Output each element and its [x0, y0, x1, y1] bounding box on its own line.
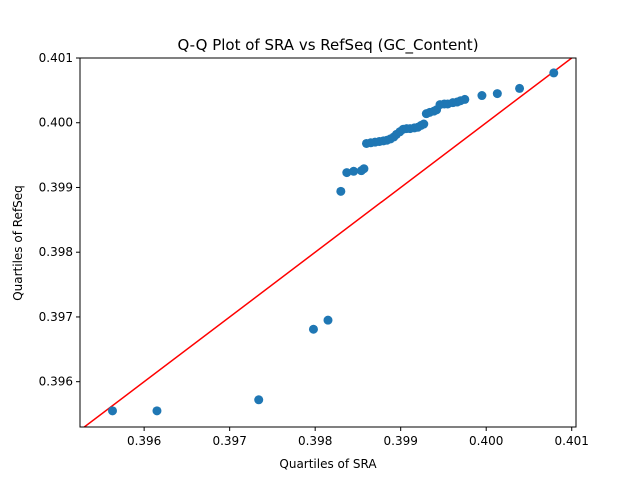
x-tick-label: 0.397	[212, 434, 246, 448]
data-point	[515, 83, 525, 93]
data-point	[323, 315, 333, 325]
axes-frame	[79, 57, 577, 428]
data-point	[336, 186, 346, 196]
x-tick-label: 0.399	[384, 434, 418, 448]
x-tick-label: 0.396	[127, 434, 161, 448]
data-point	[349, 166, 359, 176]
data-point	[477, 91, 487, 101]
data-point	[419, 119, 429, 129]
data-point	[254, 395, 264, 405]
y-tick-label: 0.401	[39, 51, 73, 65]
data-point	[107, 406, 117, 416]
y-tick-label: 0.399	[39, 180, 73, 194]
data-point	[342, 168, 352, 178]
plot-area: 0.396 0.397 0.398 0.399 0.400 0.401 0.396 0.397…	[39, 51, 589, 448]
data-point	[549, 68, 559, 78]
data-point	[359, 164, 369, 174]
data-point	[492, 89, 502, 99]
y-tick-label: 0.397	[39, 310, 73, 324]
x-tick-label: 0.401	[555, 434, 589, 448]
y-axis-label: Quartiles of RefSeq	[11, 185, 25, 301]
data-point	[152, 406, 162, 416]
x-axis-label: Quartiles of SRA	[279, 457, 377, 471]
reference-line	[83, 58, 573, 427]
x-tick-label: 0.400	[469, 434, 503, 448]
y-tick-label: 0.396	[39, 375, 73, 389]
chart-title: Q-Q Plot of SRA vs RefSeq (GC_Content)	[177, 36, 478, 55]
data-point	[460, 94, 470, 104]
y-tick-label: 0.400	[39, 116, 73, 130]
x-tick-label: 0.398	[298, 434, 332, 448]
data-point	[308, 324, 318, 334]
y-tick-label: 0.398	[39, 245, 73, 259]
